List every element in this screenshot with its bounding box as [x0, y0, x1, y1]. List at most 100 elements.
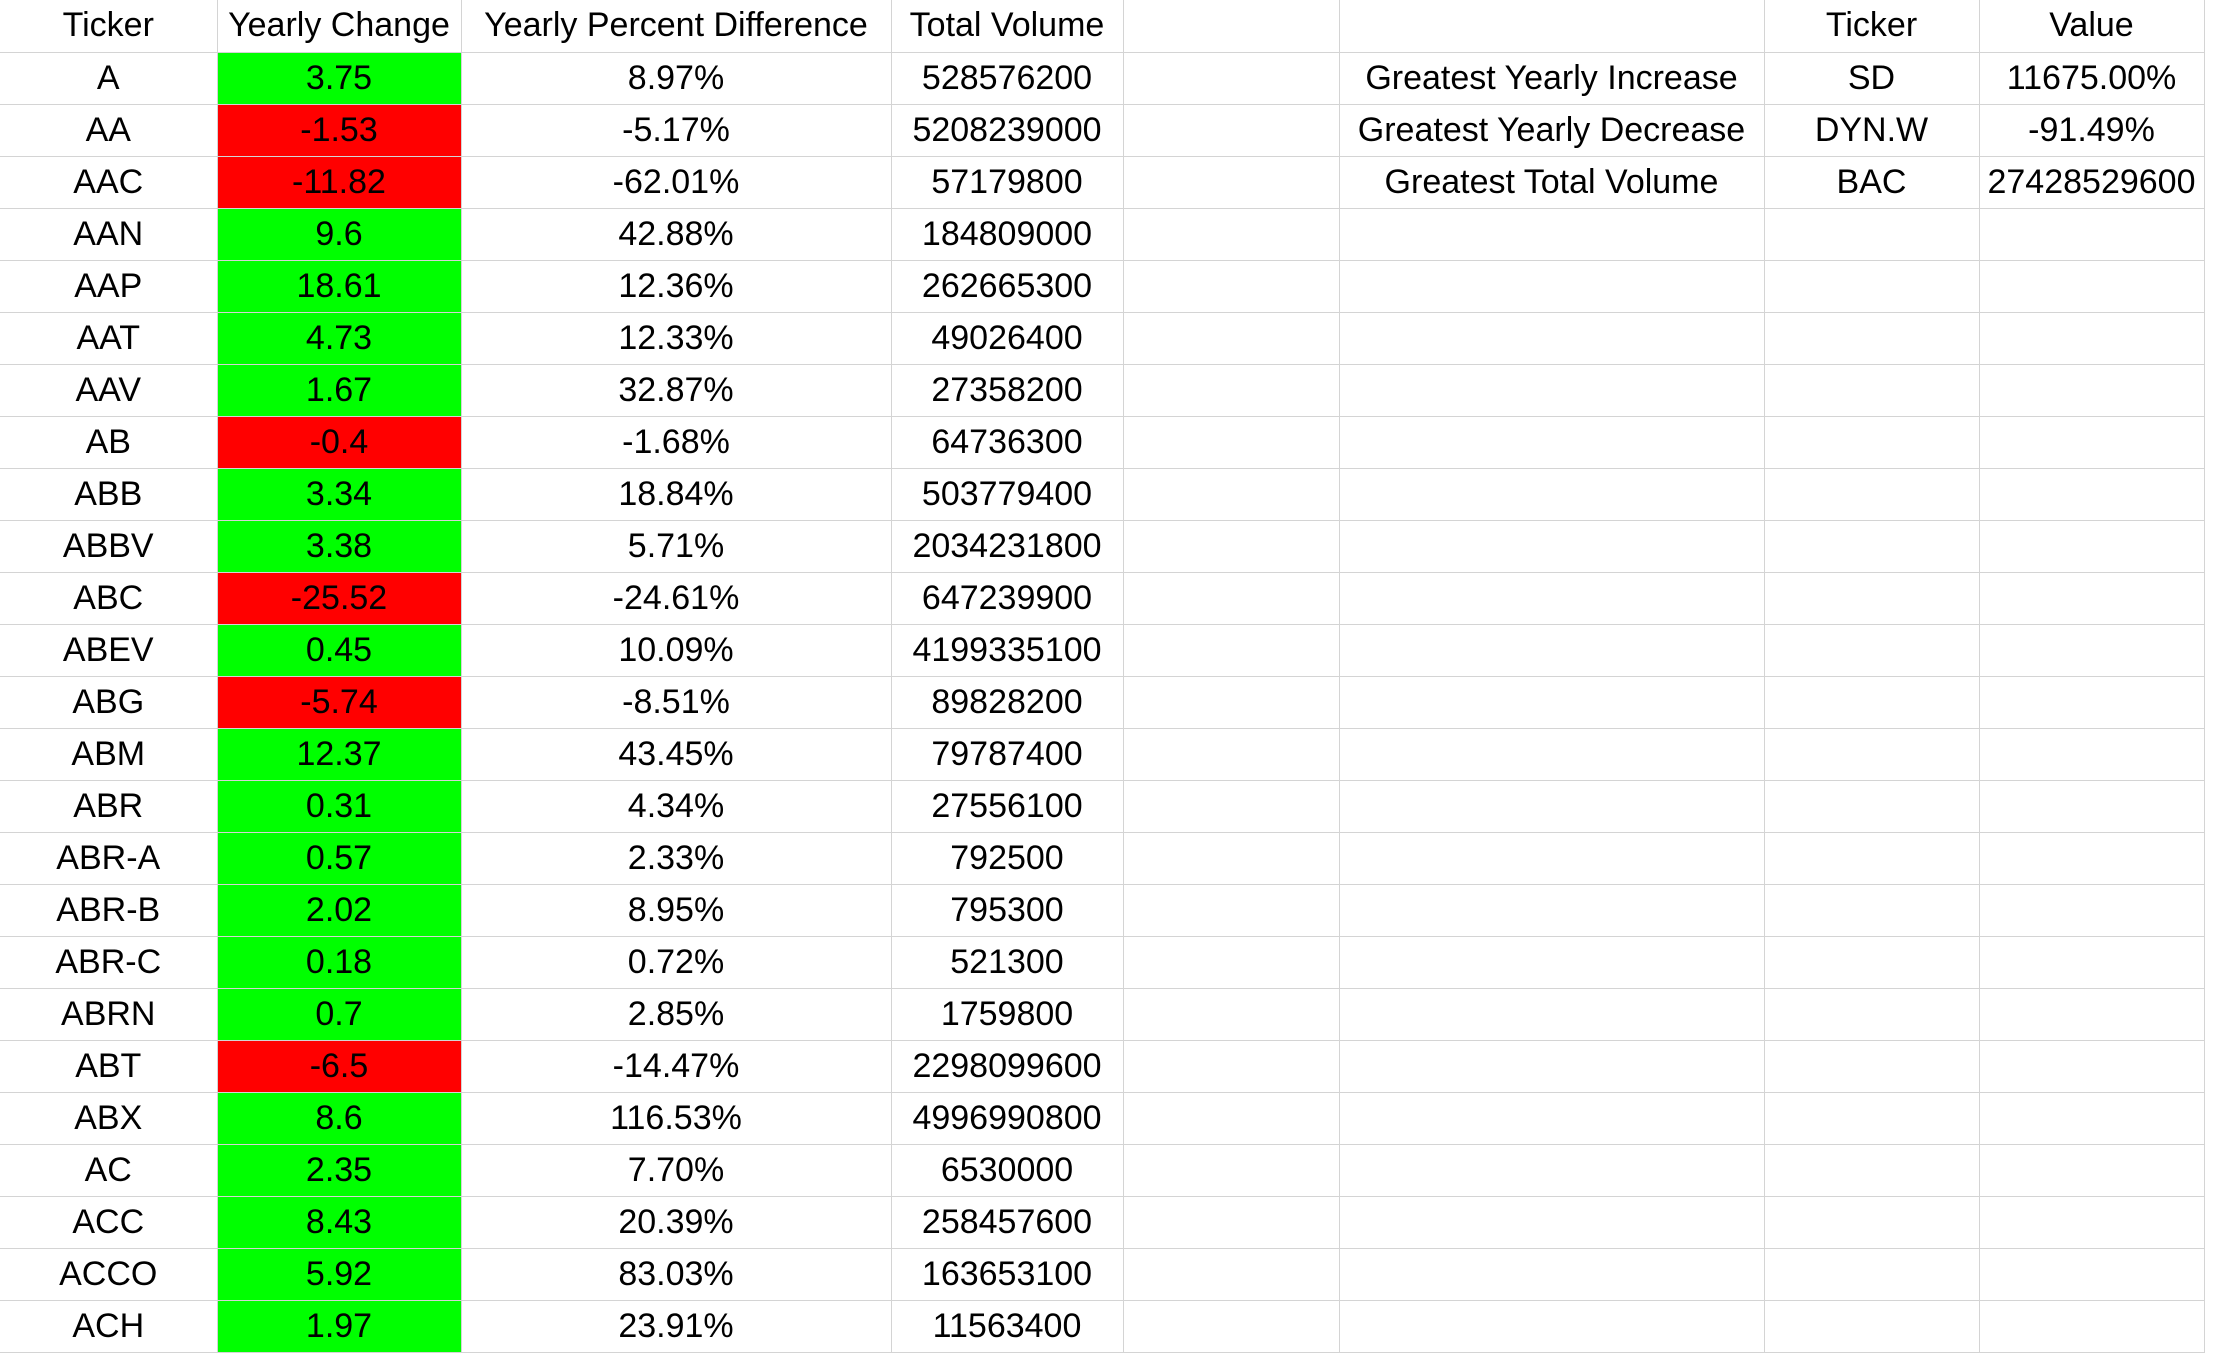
empty-cell[interactable] — [1339, 520, 1765, 573]
yearly-change-cell[interactable]: 1.97 — [217, 1300, 462, 1353]
header-yearly-change[interactable]: Yearly Change — [217, 0, 462, 53]
empty-cell[interactable] — [1339, 260, 1765, 313]
ticker-cell[interactable]: AAV — [0, 364, 218, 417]
empty-cell[interactable] — [1764, 988, 1980, 1041]
summary-header-label[interactable] — [1339, 0, 1765, 53]
total-volume-cell[interactable]: 4199335100 — [891, 624, 1124, 677]
total-volume-cell[interactable]: 27556100 — [891, 780, 1124, 833]
empty-cell[interactable] — [1339, 780, 1765, 833]
header-yearly-percent[interactable]: Yearly Percent Difference — [461, 0, 892, 53]
ticker-cell[interactable]: ABX — [0, 1092, 218, 1145]
yearly-percent-cell[interactable]: 43.45% — [461, 728, 892, 781]
summary-ticker-cell[interactable]: SD — [1764, 52, 1980, 105]
yearly-percent-cell[interactable]: 4.34% — [461, 780, 892, 833]
yearly-change-cell[interactable]: -0.4 — [217, 416, 462, 469]
yearly-change-cell[interactable]: 3.75 — [217, 52, 462, 105]
ticker-cell[interactable]: AAC — [0, 156, 218, 209]
yearly-change-cell[interactable]: -5.74 — [217, 676, 462, 729]
yearly-change-cell[interactable]: -1.53 — [217, 104, 462, 157]
total-volume-cell[interactable]: 2298099600 — [891, 1040, 1124, 1093]
empty-cell[interactable] — [1764, 1300, 1980, 1353]
yearly-percent-cell[interactable]: 42.88% — [461, 208, 892, 261]
empty-cell[interactable] — [1123, 1300, 1340, 1353]
empty-cell[interactable] — [1123, 1040, 1340, 1093]
yearly-percent-cell[interactable]: -14.47% — [461, 1040, 892, 1093]
ticker-cell[interactable]: ABR-A — [0, 832, 218, 885]
summary-ticker-cell[interactable]: BAC — [1764, 156, 1980, 209]
total-volume-cell[interactable]: 4996990800 — [891, 1092, 1124, 1145]
yearly-percent-cell[interactable]: 116.53% — [461, 1092, 892, 1145]
empty-cell[interactable] — [1123, 780, 1340, 833]
empty-cell[interactable] — [1764, 936, 1980, 989]
total-volume-cell[interactable]: 503779400 — [891, 468, 1124, 521]
empty-cell[interactable] — [1339, 312, 1765, 365]
empty-cell[interactable] — [1339, 1092, 1765, 1145]
empty-cell[interactable] — [1123, 0, 1340, 53]
empty-cell[interactable] — [1979, 1300, 2205, 1353]
yearly-change-cell[interactable]: 2.35 — [217, 1144, 462, 1197]
empty-cell[interactable] — [1123, 1092, 1340, 1145]
ticker-cell[interactable]: ABM — [0, 728, 218, 781]
empty-cell[interactable] — [1123, 52, 1340, 105]
empty-cell[interactable] — [1339, 988, 1765, 1041]
empty-cell[interactable] — [1764, 416, 1980, 469]
yearly-change-cell[interactable]: 3.34 — [217, 468, 462, 521]
empty-cell[interactable] — [1123, 468, 1340, 521]
empty-cell[interactable] — [1979, 416, 2205, 469]
summary-value-cell[interactable]: 11675.00% — [1979, 52, 2205, 105]
ticker-cell[interactable]: AAP — [0, 260, 218, 313]
ticker-cell[interactable]: ABR-B — [0, 884, 218, 937]
ticker-cell[interactable]: ABT — [0, 1040, 218, 1093]
empty-cell[interactable] — [1979, 208, 2205, 261]
total-volume-cell[interactable]: 521300 — [891, 936, 1124, 989]
total-volume-cell[interactable]: 64736300 — [891, 416, 1124, 469]
empty-cell[interactable] — [1339, 936, 1765, 989]
empty-cell[interactable] — [1123, 936, 1340, 989]
yearly-change-cell[interactable]: 8.6 — [217, 1092, 462, 1145]
empty-cell[interactable] — [1339, 572, 1765, 625]
summary-header-ticker[interactable]: Ticker — [1764, 0, 1980, 53]
total-volume-cell[interactable]: 6530000 — [891, 1144, 1124, 1197]
yearly-change-cell[interactable]: 5.92 — [217, 1248, 462, 1301]
ticker-cell[interactable]: ABBV — [0, 520, 218, 573]
empty-cell[interactable] — [1979, 1040, 2205, 1093]
empty-cell[interactable] — [1123, 104, 1340, 157]
yearly-change-cell[interactable]: -11.82 — [217, 156, 462, 209]
summary-label-cell[interactable]: Greatest Yearly Decrease — [1339, 104, 1765, 157]
yearly-percent-cell[interactable]: 0.72% — [461, 936, 892, 989]
total-volume-cell[interactable]: 49026400 — [891, 312, 1124, 365]
yearly-percent-cell[interactable]: 23.91% — [461, 1300, 892, 1353]
yearly-percent-cell[interactable]: 20.39% — [461, 1196, 892, 1249]
total-volume-cell[interactable]: 1759800 — [891, 988, 1124, 1041]
total-volume-cell[interactable]: 11563400 — [891, 1300, 1124, 1353]
empty-cell[interactable] — [1764, 1092, 1980, 1145]
empty-cell[interactable] — [1979, 1092, 2205, 1145]
ticker-cell[interactable]: ABB — [0, 468, 218, 521]
empty-cell[interactable] — [1979, 988, 2205, 1041]
empty-cell[interactable] — [1339, 884, 1765, 937]
total-volume-cell[interactable]: 27358200 — [891, 364, 1124, 417]
total-volume-cell[interactable]: 57179800 — [891, 156, 1124, 209]
empty-cell[interactable] — [1339, 364, 1765, 417]
empty-cell[interactable] — [1339, 676, 1765, 729]
empty-cell[interactable] — [1123, 1196, 1340, 1249]
empty-cell[interactable] — [1339, 1248, 1765, 1301]
empty-cell[interactable] — [1764, 624, 1980, 677]
ticker-cell[interactable]: AC — [0, 1144, 218, 1197]
ticker-cell[interactable]: AAT — [0, 312, 218, 365]
empty-cell[interactable] — [1123, 1248, 1340, 1301]
total-volume-cell[interactable]: 262665300 — [891, 260, 1124, 313]
total-volume-cell[interactable]: 163653100 — [891, 1248, 1124, 1301]
yearly-change-cell[interactable]: 0.7 — [217, 988, 462, 1041]
yearly-percent-cell[interactable]: 2.85% — [461, 988, 892, 1041]
empty-cell[interactable] — [1764, 364, 1980, 417]
empty-cell[interactable] — [1764, 832, 1980, 885]
total-volume-cell[interactable]: 795300 — [891, 884, 1124, 937]
empty-cell[interactable] — [1339, 208, 1765, 261]
yearly-percent-cell[interactable]: 5.71% — [461, 520, 892, 573]
empty-cell[interactable] — [1764, 208, 1980, 261]
empty-cell[interactable] — [1979, 260, 2205, 313]
ticker-cell[interactable]: ABEV — [0, 624, 218, 677]
yearly-change-cell[interactable]: 4.73 — [217, 312, 462, 365]
empty-cell[interactable] — [1979, 1196, 2205, 1249]
